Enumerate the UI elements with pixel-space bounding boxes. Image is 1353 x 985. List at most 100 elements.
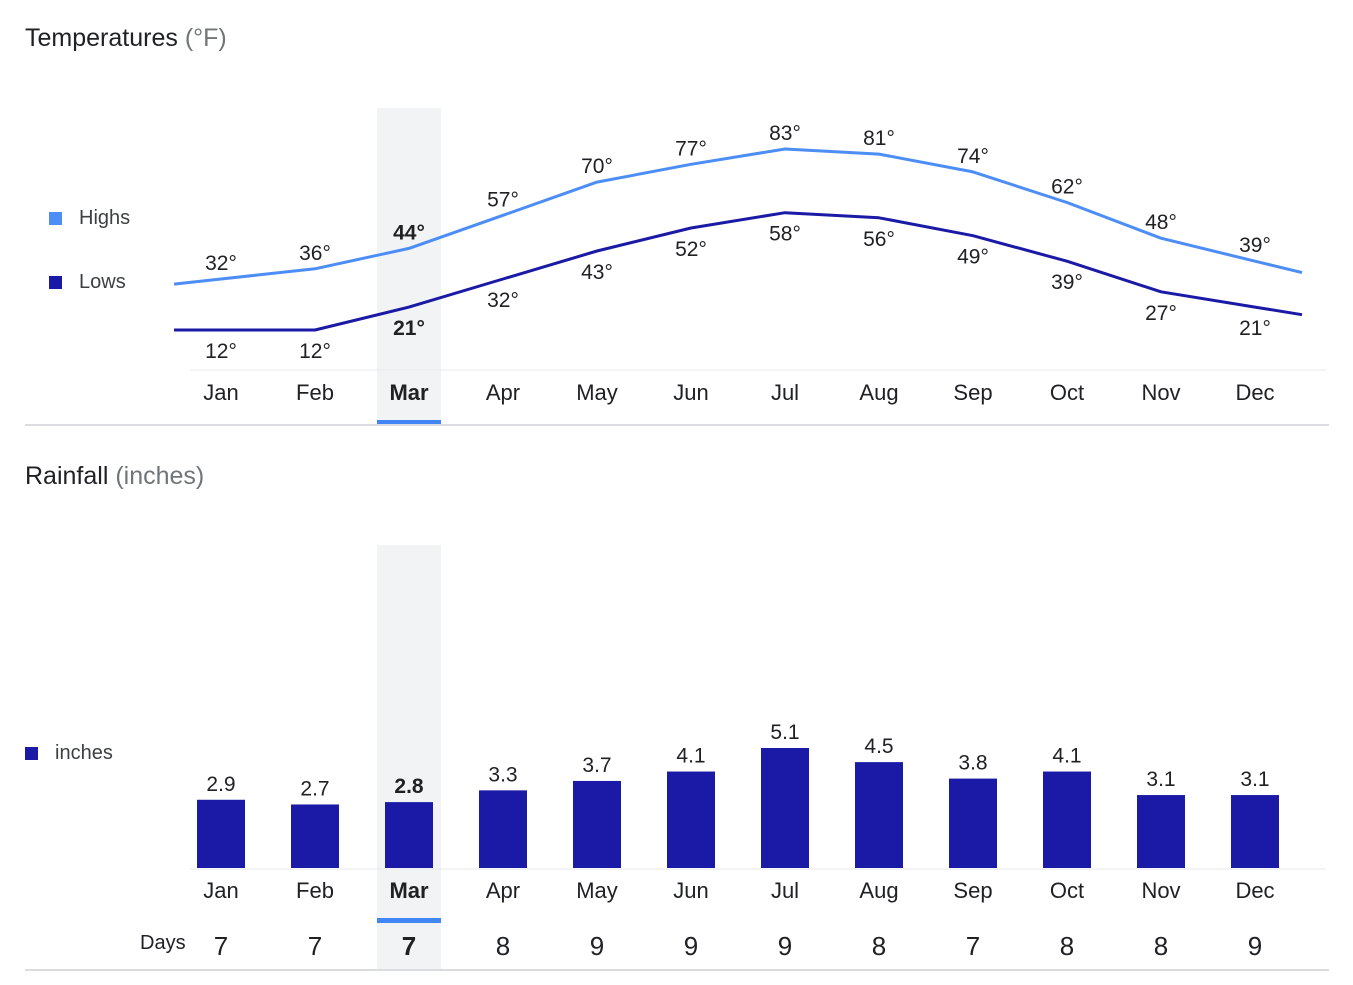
temperature-unit: (°F) [184, 24, 227, 52]
lows-line [174, 211, 1303, 332]
month-tick-may[interactable]: May [576, 380, 618, 405]
rain-month-tick-may[interactable]: May [576, 878, 618, 903]
rain-value-label-aug: 4.5 [864, 735, 893, 758]
rain-days-may: 9 [590, 931, 604, 961]
bottom-divider [25, 969, 1329, 971]
rain-value-label-mar: 2.8 [394, 775, 424, 798]
rain-month-tick-jan[interactable]: Jan [203, 878, 238, 903]
rain-month-tick-oct[interactable]: Oct [1050, 878, 1084, 903]
month-tick-jan[interactable]: Jan [203, 380, 238, 405]
rain-days-feb: 7 [308, 931, 322, 961]
rain-value-label-may: 3.7 [582, 754, 611, 777]
legend-inches-label: inches [55, 742, 113, 764]
highs-label-mar: 44° [393, 221, 425, 244]
lows-label-oct: 39° [1051, 271, 1083, 294]
month-tick-jun[interactable]: Jun [673, 380, 708, 405]
rain-value-label-sep: 3.8 [958, 752, 987, 775]
rain-month-tick-jul[interactable]: Jul [771, 878, 799, 903]
rain-month-tick-sep[interactable]: Sep [953, 878, 992, 903]
highs-label-may: 70° [581, 155, 613, 178]
rain-days-nov: 8 [1154, 931, 1168, 961]
rain-selected-month-indicator [377, 918, 441, 923]
lows-label-jun: 52° [675, 238, 707, 261]
rain-bar-may[interactable] [573, 780, 621, 868]
temperature-chart-title: Temperatures (°F) [25, 24, 227, 53]
lows-label-jul: 58° [769, 223, 801, 246]
month-tick-feb[interactable]: Feb [296, 380, 334, 405]
month-tick-mar[interactable]: Mar [389, 380, 429, 405]
rain-month-tick-feb[interactable]: Feb [296, 878, 334, 903]
rain-month-tick-nov[interactable]: Nov [1141, 878, 1180, 903]
highs-label-dec: 39° [1239, 234, 1271, 257]
lows-label-apr: 32° [487, 289, 519, 312]
rain-value-label-feb: 2.7 [300, 777, 329, 800]
rain-value-label-apr: 3.3 [488, 763, 517, 786]
highs-label-apr: 57° [487, 188, 519, 211]
rain-bar-aug[interactable] [855, 762, 903, 868]
legend-lows-label: Lows [79, 271, 126, 293]
temperature-line-chart[interactable]: 32° 36° 44° 57° 70° 77° 83° 81° 74° 62° 48° 39° 12° 1… [0, 0, 1353, 430]
legend-lows[interactable]: Lows [49, 271, 126, 294]
rain-value-label-nov: 3.1 [1146, 768, 1175, 791]
month-tick-apr[interactable]: Apr [486, 380, 520, 405]
rain-bar-jul[interactable] [761, 748, 809, 868]
highs-label-jul: 83° [769, 122, 801, 145]
month-tick-sep[interactable]: Sep [953, 380, 992, 405]
lows-label-may: 43° [581, 261, 613, 284]
legend-lows-swatch [49, 276, 62, 289]
legend-highs-swatch [49, 212, 62, 225]
highs-label-jan: 32° [205, 252, 237, 275]
rainfall-title-text: Rainfall [25, 462, 109, 490]
month-tick-dec[interactable]: Dec [1235, 380, 1274, 405]
month-tick-aug[interactable]: Aug [859, 380, 898, 405]
rain-month-tick-mar[interactable]: Mar [389, 878, 429, 903]
month-tick-jul[interactable]: Jul [771, 380, 799, 405]
rain-bar-jun[interactable] [667, 771, 715, 868]
legend-highs[interactable]: Highs [49, 207, 130, 230]
lows-label-sep: 49° [957, 246, 989, 269]
highs-label-feb: 36° [299, 242, 331, 265]
rain-value-label-dec: 3.1 [1240, 768, 1269, 791]
rain-bar-apr[interactable] [479, 790, 527, 868]
month-tick-oct[interactable]: Oct [1050, 380, 1084, 405]
lows-label-dec: 21° [1239, 317, 1271, 340]
highs-label-nov: 48° [1145, 211, 1177, 234]
rain-bar-nov[interactable] [1137, 795, 1185, 868]
rainfall-chart-title: Rainfall (inches) [25, 462, 204, 491]
legend-inches-swatch [25, 747, 38, 760]
rain-month-tick-apr[interactable]: Apr [486, 878, 520, 903]
rain-bar-oct[interactable] [1043, 771, 1091, 868]
rain-days-jan: 7 [214, 931, 228, 961]
highlight-band-mar [377, 108, 441, 426]
lows-label-nov: 27° [1145, 302, 1177, 325]
rain-month-tick-aug[interactable]: Aug [859, 878, 898, 903]
legend-highs-label: Highs [79, 207, 131, 229]
legend-inches[interactable]: inches [25, 742, 113, 765]
rain-bar-dec[interactable] [1231, 795, 1279, 868]
rain-value-label-jul: 5.1 [770, 721, 799, 744]
lows-label-feb: 12° [299, 340, 331, 363]
rain-month-tick-dec[interactable]: Dec [1235, 878, 1274, 903]
rain-days-oct: 8 [1060, 931, 1074, 961]
highs-label-jun: 77° [675, 137, 707, 160]
temperature-title-text: Temperatures [25, 24, 178, 52]
highs-label-sep: 74° [957, 145, 989, 168]
section-divider [25, 424, 1329, 426]
rain-highlight-band-mar [377, 545, 441, 970]
rain-month-tick-jun[interactable]: Jun [673, 878, 708, 903]
rain-days-jun: 9 [684, 931, 698, 961]
lows-label-aug: 56° [863, 228, 895, 251]
rain-bar-jan[interactable] [197, 799, 245, 868]
lows-label-mar: 21° [393, 317, 425, 340]
rain-value-label-oct: 4.1 [1052, 745, 1081, 768]
month-tick-nov[interactable]: Nov [1141, 380, 1180, 405]
rain-days-jul: 9 [778, 931, 792, 961]
rain-bar-feb[interactable] [291, 804, 339, 868]
highs-label-aug: 81° [863, 127, 895, 150]
rain-bar-sep[interactable] [949, 778, 997, 868]
rain-days-mar: 7 [402, 931, 416, 961]
rain-bar-mar[interactable] [385, 802, 433, 868]
rain-days-sep: 7 [966, 931, 980, 961]
highs-label-oct: 62° [1051, 176, 1083, 199]
